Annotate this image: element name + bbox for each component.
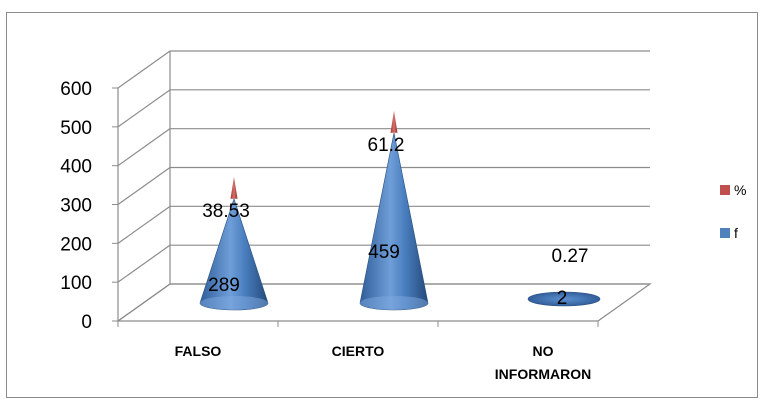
cone-f-base bbox=[200, 296, 268, 310]
data-label-percent: 61.2 bbox=[368, 135, 405, 156]
gridline-side bbox=[117, 50, 171, 89]
data-label-f: 2 bbox=[557, 288, 568, 309]
y-tick-label: 300 bbox=[60, 196, 92, 217]
cone-f bbox=[359, 132, 429, 311]
data-label-percent: 38.53 bbox=[202, 201, 250, 222]
category-label: CIERTO bbox=[332, 343, 385, 359]
cone-percent bbox=[390, 110, 398, 133]
y-tick-label: 600 bbox=[60, 79, 92, 100]
gridline-side bbox=[117, 89, 171, 128]
y-tick-label: 500 bbox=[60, 118, 92, 139]
y-tick-label: 200 bbox=[60, 234, 92, 255]
y-tick-label: 100 bbox=[60, 273, 92, 294]
legend-swatch bbox=[720, 185, 730, 195]
cone-f-base bbox=[360, 296, 428, 310]
cone-percent bbox=[230, 176, 238, 199]
legend-label: f bbox=[734, 225, 738, 241]
data-label-f: 289 bbox=[208, 275, 240, 296]
legend-swatch bbox=[720, 228, 730, 238]
category-label: FALSO bbox=[175, 343, 222, 359]
data-label-percent: 0.27 bbox=[552, 246, 589, 267]
category-label: INFORMARON bbox=[495, 366, 591, 382]
cone-layer bbox=[199, 110, 601, 311]
gridline-side bbox=[117, 244, 171, 283]
cone-f bbox=[527, 291, 601, 307]
gridline-side bbox=[117, 128, 171, 167]
legend: %f bbox=[720, 182, 746, 241]
gridline-side bbox=[117, 205, 171, 244]
legend-label: % bbox=[734, 182, 746, 198]
y-tick-label: 400 bbox=[60, 157, 92, 178]
data-label-f: 459 bbox=[368, 242, 400, 263]
y-tick-label: 0 bbox=[81, 312, 92, 333]
label-layer: FALSO 289 38.53 CIERTO 459 61.2 NO INFORMARON 2 0… bbox=[175, 135, 592, 382]
axis-layer: 0 100 200 300 400 500 600 bbox=[60, 51, 652, 333]
gridline-side bbox=[117, 167, 171, 205]
category-label: NO bbox=[533, 343, 554, 359]
